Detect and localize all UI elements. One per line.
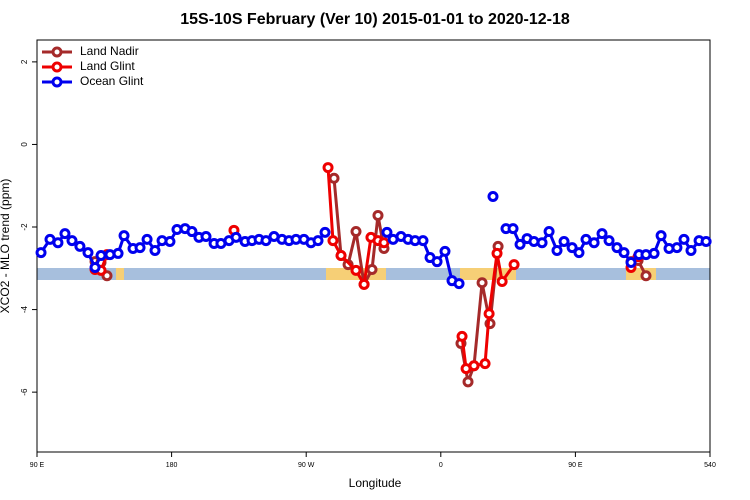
- y-tick-label: 0: [20, 142, 29, 147]
- point: [476, 277, 488, 289]
- point: [260, 235, 272, 247]
- point: [350, 226, 362, 238]
- legend-marker: [51, 46, 63, 58]
- y-tick-label: 2: [20, 59, 29, 64]
- land-band: [116, 268, 124, 280]
- legend-label: Land Nadir: [80, 44, 139, 58]
- y-tick-label: -6: [20, 388, 29, 396]
- point: [378, 237, 390, 249]
- point: [439, 245, 451, 257]
- point: [566, 242, 578, 254]
- point: [350, 264, 362, 276]
- point: [134, 242, 146, 254]
- point: [66, 235, 78, 247]
- x-tick-label: 180: [166, 462, 178, 469]
- point: [164, 235, 176, 247]
- point: [514, 238, 526, 250]
- x-tick-label: 90 W: [298, 462, 315, 469]
- point: [496, 276, 508, 288]
- point: [685, 245, 697, 257]
- point: [603, 235, 615, 247]
- x-axis-label: Longitude: [349, 476, 402, 490]
- point: [95, 249, 107, 261]
- point: [618, 247, 630, 259]
- point: [89, 261, 101, 273]
- y-tick-label: -4: [20, 305, 29, 313]
- point: [322, 162, 334, 174]
- point: [381, 226, 393, 238]
- point: [74, 240, 86, 252]
- point: [573, 247, 585, 259]
- point: [551, 245, 563, 257]
- point: [149, 245, 161, 257]
- point: [358, 278, 370, 290]
- point: [671, 242, 683, 254]
- x-tick-label: 90 E: [568, 462, 583, 469]
- point: [479, 358, 491, 370]
- point: [536, 237, 548, 249]
- chart-title: 15S-10S February (Ver 10) 2015-01-01 to …: [180, 11, 570, 28]
- y-axis-label: XCO2 - MLO trend (ppm): [0, 179, 12, 314]
- point: [186, 226, 198, 238]
- legend-label: Ocean Glint: [80, 74, 144, 88]
- point: [588, 237, 600, 249]
- point: [312, 235, 324, 247]
- point: [508, 259, 520, 271]
- point: [456, 330, 468, 342]
- point: [678, 233, 690, 245]
- point: [200, 231, 212, 243]
- x-tick-label: 0: [439, 462, 443, 469]
- point: [543, 226, 555, 238]
- point: [319, 226, 331, 238]
- point: [596, 228, 608, 240]
- point: [52, 237, 64, 249]
- point: [328, 172, 340, 184]
- point: [611, 242, 623, 254]
- point: [35, 247, 47, 259]
- point: [59, 228, 71, 240]
- point: [648, 247, 660, 259]
- point: [700, 235, 712, 247]
- x-tick-label: 540: [704, 462, 716, 469]
- plot-frame: [36, 39, 711, 453]
- point: [431, 256, 443, 268]
- point: [112, 247, 124, 259]
- point: [327, 235, 339, 247]
- legend-marker: [51, 61, 63, 73]
- point: [453, 278, 465, 290]
- point: [462, 376, 474, 388]
- point: [335, 249, 347, 261]
- x-tick-label: 90 E: [30, 462, 45, 469]
- point: [82, 247, 94, 259]
- point: [640, 270, 652, 282]
- point: [507, 223, 519, 235]
- point: [491, 247, 503, 259]
- legend-marker: [51, 76, 63, 88]
- point: [625, 257, 637, 269]
- point: [366, 264, 378, 276]
- point: [118, 230, 130, 242]
- point: [558, 235, 570, 247]
- point: [483, 308, 495, 320]
- point: [468, 360, 480, 372]
- point: [230, 231, 242, 243]
- point: [487, 190, 499, 202]
- point: [372, 209, 384, 221]
- legend-label: Land Glint: [80, 59, 135, 73]
- point: [141, 233, 153, 245]
- point: [655, 230, 667, 242]
- point: [417, 235, 429, 247]
- series-line: [94, 178, 648, 388]
- y-tick-label: -2: [20, 223, 29, 231]
